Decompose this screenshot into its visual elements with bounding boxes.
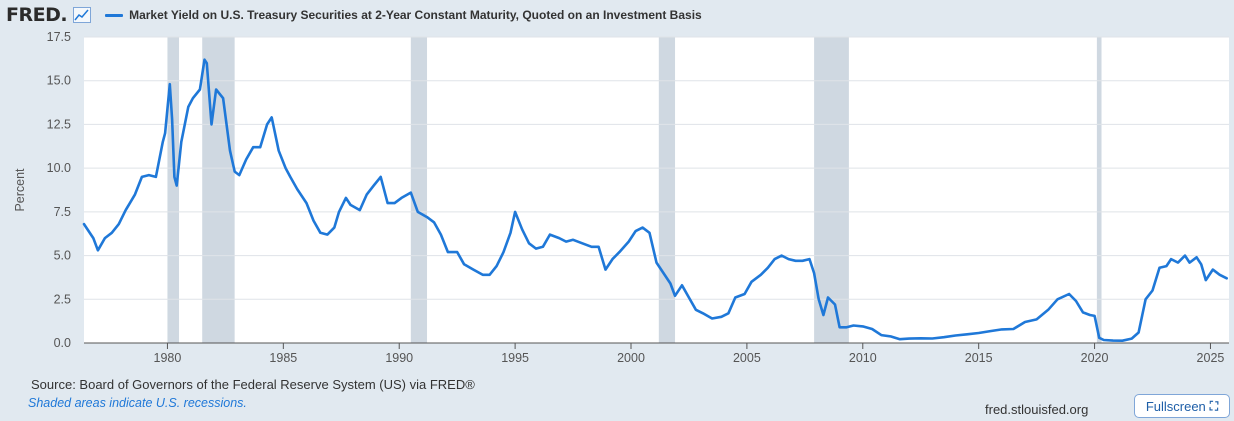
x-tick-label: 2005 [733,351,761,365]
fred-logo[interactable]: FRED. [6,4,68,26]
x-tick-label: 1980 [154,351,182,365]
recession-band [814,37,849,343]
x-tick-label: 2000 [617,351,645,365]
y-tick-label: 0.0 [54,336,71,350]
fullscreen-icon: ⛶ [1209,398,1219,413]
logo-dot: . [60,4,68,26]
fred-url[interactable]: fred.stlouisfed.org [985,402,1089,417]
x-tick-label: 1990 [385,351,413,365]
x-tick-label: 2020 [1081,351,1109,365]
legend-line-swatch [105,13,124,17]
series-title[interactable]: Market Yield on U.S. Treasury Securities… [129,8,702,22]
logo-text: FRED [6,4,61,26]
y-tick-label: 7.5 [54,205,71,219]
recession-band [658,37,676,343]
recession-band [1096,37,1102,343]
y-axis-label: Percent [13,168,27,212]
x-tick-label: 1995 [501,351,529,365]
fullscreen-button[interactable]: Fullscreen ⛶ [1134,394,1230,418]
x-tick-label: 2015 [965,351,993,365]
recession-note: Shaded areas indicate U.S. recessions. [28,396,247,410]
x-tick-label: 2025 [1197,351,1225,365]
y-tick-label: 2.5 [54,292,71,306]
recession-band [410,37,428,343]
recession-band [167,37,180,343]
series-line [82,58,1228,343]
line-chart-icon [73,7,92,23]
y-tick-label: 17.5 [47,30,71,44]
y-tick-label: 12.5 [47,117,71,131]
plot-area [84,37,1229,343]
y-tick-label: 15.0 [47,74,71,88]
y-tick-label: 10.0 [47,161,71,175]
x-tick-label: 2010 [849,351,877,365]
fullscreen-label: Fullscreen [1145,398,1206,414]
y-tick-label: 5.0 [54,249,71,263]
source-text: Source: Board of Governors of the Federa… [31,377,475,392]
x-tick-label: 1985 [269,351,297,365]
chart-header: FRED. Market Yield on U.S. Treasury Secu… [6,2,702,28]
